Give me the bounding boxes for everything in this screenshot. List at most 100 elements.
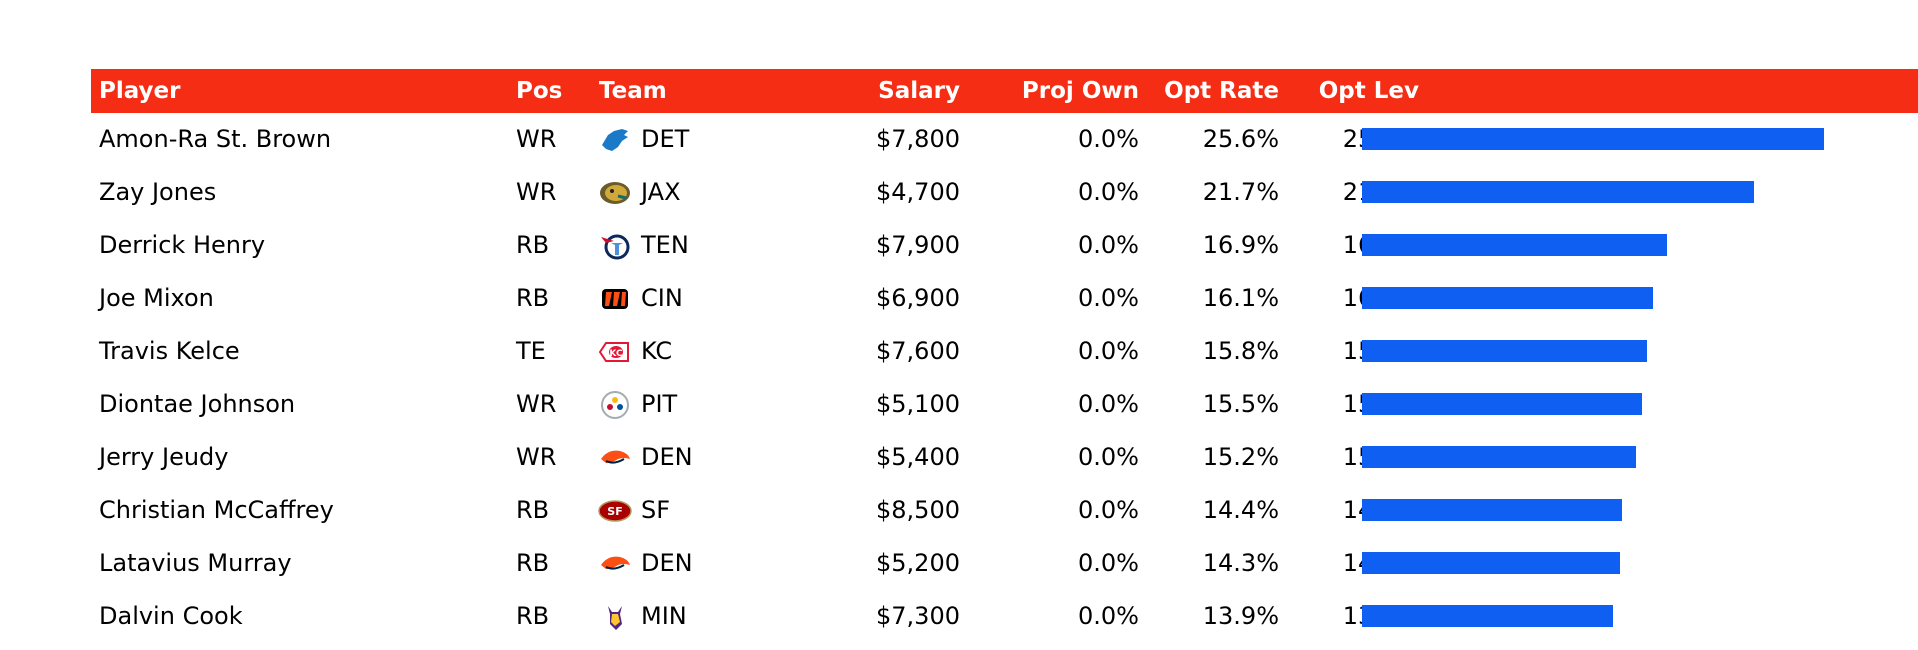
bengals-logo-icon [598, 284, 632, 314]
player-name: Jerry Jeudy [99, 443, 229, 471]
opt-lev-bar [1362, 181, 1754, 203]
team-abbr: JAX [641, 178, 681, 206]
proj-own: 0.0% [1078, 231, 1139, 259]
opt-lev-bar [1362, 446, 1636, 468]
opt-rate: 15.2% [1202, 443, 1279, 471]
proj-own: 0.0% [1078, 284, 1139, 312]
opt-rate: 15.5% [1202, 390, 1279, 418]
svg-text:KC: KC [609, 349, 623, 359]
table-row[interactable]: Amon-Ra St. BrownWRDET$7,8000.0%25.6%25.… [91, 113, 1918, 166]
team-abbr: SF [641, 496, 671, 524]
player-name: Derrick Henry [99, 231, 266, 259]
team-abbr: KC [641, 337, 673, 365]
position: RB [516, 284, 550, 312]
salary: $5,400 [876, 443, 960, 471]
position: RB [516, 231, 550, 259]
opt-lev-bar-track [1362, 552, 1824, 574]
salary: $7,600 [876, 337, 960, 365]
vikings-logo-icon [598, 602, 632, 632]
proj-own: 0.0% [1078, 125, 1139, 153]
opt-lev-bar [1362, 340, 1647, 362]
salary: $5,200 [876, 549, 960, 577]
team-abbr: PIT [641, 390, 678, 418]
salary: $7,800 [876, 125, 960, 153]
player-name: Christian McCaffrey [99, 496, 334, 524]
opt-lev-bar-track [1362, 181, 1824, 203]
proj-own: 0.0% [1078, 337, 1139, 365]
position: WR [516, 178, 557, 206]
position: WR [516, 443, 557, 471]
opt-lev-bar [1362, 605, 1613, 627]
team-abbr: DEN [641, 549, 693, 577]
titans-logo-icon [598, 231, 632, 261]
position: WR [516, 125, 557, 153]
opt-lev-bar-track [1362, 393, 1824, 415]
49ers-logo-icon: SF [598, 496, 632, 526]
player-name: Zay Jones [99, 178, 217, 206]
opt-rate: 16.1% [1202, 284, 1279, 312]
opt-lev-bar [1362, 499, 1622, 521]
team-abbr: DEN [641, 443, 693, 471]
opt-lev-bar [1362, 234, 1667, 256]
player-name: Latavius Murray [99, 549, 292, 577]
table-header: Player Pos Team Salary Proj Own Opt Rate… [91, 69, 1918, 113]
broncos-logo-icon [598, 443, 632, 473]
table-body: Amon-Ra St. BrownWRDET$7,8000.0%25.6%25.… [91, 113, 1918, 643]
player-name: Dalvin Cook [99, 602, 243, 630]
opt-rate: 21.7% [1202, 178, 1279, 206]
salary: $6,900 [876, 284, 960, 312]
header-proj-own[interactable]: Proj Own [1021, 78, 1139, 104]
opt-lev-bar [1362, 287, 1653, 309]
opt-lev-bar [1362, 128, 1824, 150]
chiefs-logo-icon: KC [598, 337, 632, 367]
position: RB [516, 549, 550, 577]
header-pos[interactable]: Pos [516, 78, 563, 104]
opt-lev-bar-track [1362, 287, 1824, 309]
salary: $4,700 [876, 178, 960, 206]
opt-rate: 14.3% [1202, 549, 1279, 577]
player-name: Joe Mixon [99, 284, 214, 312]
salary: $7,300 [876, 602, 960, 630]
opt-lev-bar-track [1362, 499, 1824, 521]
position: RB [516, 496, 550, 524]
team-abbr: TEN [641, 231, 689, 259]
header-salary[interactable]: Salary [878, 78, 960, 104]
team-abbr: CIN [641, 284, 683, 312]
opt-rate: 16.9% [1202, 231, 1279, 259]
position: RB [516, 602, 550, 630]
table-row[interactable]: Christian McCaffreyRBSF$8,5000.0%14.4%14… [91, 484, 1918, 537]
opt-lev-bar [1362, 393, 1642, 415]
opt-lev-bar-track [1362, 234, 1824, 256]
team-abbr: DET [641, 125, 690, 153]
proj-own: 0.0% [1078, 443, 1139, 471]
proj-own: 0.0% [1078, 602, 1139, 630]
header-opt-rate[interactable]: Opt Rate [1164, 78, 1279, 104]
position: TE [516, 337, 546, 365]
player-name: Travis Kelce [99, 337, 240, 365]
header-team[interactable]: Team [599, 78, 667, 104]
player-table: Player Pos Team Salary Proj Own Opt Rate… [91, 69, 1918, 643]
header-player[interactable]: Player [99, 78, 181, 104]
opt-lev-bar-track [1362, 340, 1824, 362]
player-name: Diontae Johnson [99, 390, 296, 418]
opt-lev-bar-track [1362, 128, 1824, 150]
opt-rate: 25.6% [1202, 125, 1279, 153]
proj-own: 0.0% [1078, 178, 1139, 206]
opt-rate: 14.4% [1202, 496, 1279, 524]
steelers-logo-icon [598, 390, 632, 420]
proj-own: 0.0% [1078, 549, 1139, 577]
salary: $5,100 [876, 390, 960, 418]
proj-own: 0.0% [1078, 390, 1139, 418]
proj-own: 0.0% [1078, 496, 1139, 524]
header-opt-lev[interactable]: Opt Lev [1318, 78, 1419, 104]
player-name: Amon-Ra St. Brown [99, 125, 332, 153]
lions-logo-icon [598, 125, 632, 155]
